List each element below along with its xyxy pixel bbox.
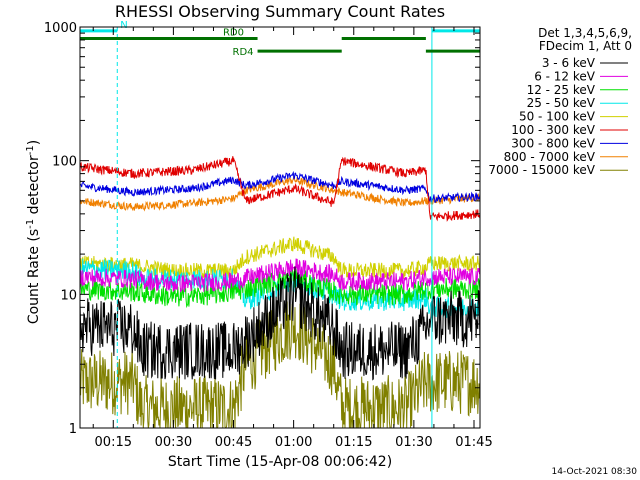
y-axis-title-sup-1: -1 bbox=[25, 219, 36, 229]
series-line-4 bbox=[79, 236, 481, 280]
series-line-1 bbox=[79, 258, 481, 293]
x-tick-label-1: 00:30 bbox=[155, 435, 192, 450]
y-tick-label-1: 10 bbox=[60, 288, 77, 303]
y-tick-label-3: 1000 bbox=[44, 21, 77, 36]
series-line-7 bbox=[79, 175, 481, 212]
y-axis-title-part-1: Count Rate (s bbox=[26, 229, 42, 324]
legend-label-8: 7000 - 15000 keV bbox=[488, 163, 595, 177]
y-tick-label-0: 1 bbox=[69, 422, 77, 437]
legend-label-4: 50 - 100 keV bbox=[519, 110, 596, 124]
legend-header-line-1: Det 1,3,4,5,6,9, bbox=[538, 26, 632, 40]
legend-label-3: 25 - 50 keV bbox=[527, 96, 596, 110]
y-axis-title-sup-2: -1 bbox=[25, 145, 36, 155]
chart-title: RHESSI Observing Summary Count Rates bbox=[115, 2, 445, 21]
legend-label-5: 100 - 300 keV bbox=[511, 123, 595, 137]
flag-label-3: RD4 bbox=[233, 47, 254, 58]
x-tick-label-2: 00:45 bbox=[215, 435, 252, 450]
series-line-8 bbox=[79, 301, 481, 429]
x-axis-title: Start Time (15-Apr-08 00:06:42) bbox=[168, 454, 392, 470]
x-tick-label-3: 01:00 bbox=[275, 435, 312, 450]
axis-ticks: 00:15 00:30 00:45 01:00 01:15 01:30 01:45 1 10 10… bbox=[44, 21, 493, 450]
plot-frame bbox=[79, 26, 481, 429]
legend-label-2: 12 - 25 keV bbox=[527, 83, 596, 97]
x-tick-label-5: 01:30 bbox=[395, 435, 432, 450]
x-tick-label-4: 01:15 bbox=[335, 435, 372, 450]
y-tick-label-2: 100 bbox=[52, 155, 77, 170]
x-tick-label-0: 00:15 bbox=[95, 435, 132, 450]
y-axis-title-part-3: ) bbox=[26, 140, 42, 145]
legend-label-6: 300 - 800 keV bbox=[511, 136, 595, 150]
footer-timestamp: 14-Oct-2021 08:30 bbox=[552, 467, 638, 477]
series-line-5 bbox=[79, 156, 481, 222]
series-line-0 bbox=[79, 266, 481, 381]
legend: Det 1,3,4,5,6,9, FDecim 1, Att 0 3 - 6 k… bbox=[488, 26, 632, 177]
legend-label-7: 800 - 7000 keV bbox=[504, 150, 596, 164]
y-axis-title: Count Rate (s-1 detector-1) bbox=[25, 140, 42, 324]
legend-header-line-2: FDecim 1, Att 0 bbox=[539, 39, 632, 53]
legend-label-1: 6 - 12 keV bbox=[534, 69, 596, 83]
series-line-6 bbox=[79, 170, 481, 204]
flag-label-0: N bbox=[120, 20, 127, 31]
legend-label-0: 3 - 6 keV bbox=[542, 56, 596, 70]
y-axis-title-part-2: detector bbox=[26, 155, 42, 219]
x-tick-label-6: 01:45 bbox=[455, 435, 492, 450]
